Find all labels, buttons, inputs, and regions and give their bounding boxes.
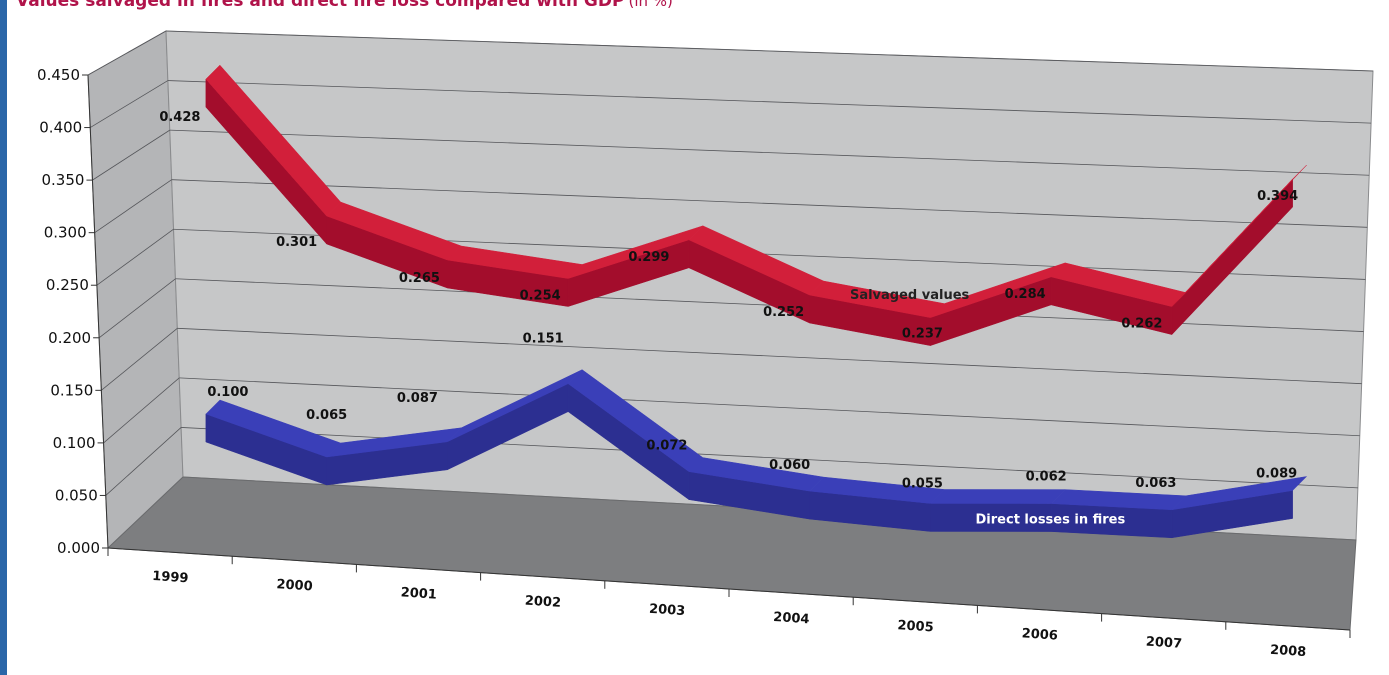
y-tick-label: 0.350 [41, 171, 84, 189]
y-tick-label: 0.000 [57, 539, 100, 557]
data-label: 0.394 [1257, 189, 1298, 204]
x-tick-label: 2003 [649, 602, 686, 619]
data-label: 0.262 [1121, 317, 1162, 332]
data-label: 0.299 [628, 250, 669, 265]
x-tick-label: 2000 [276, 577, 313, 594]
gridline-side [96, 228, 174, 286]
gridline-side [98, 278, 176, 339]
x-tick-label: 2002 [524, 594, 561, 611]
ribbon-top-edge [929, 489, 1066, 504]
gridline-back [169, 129, 1370, 176]
x-tick-label: 2001 [400, 585, 437, 602]
y-tick-label: 0.050 [55, 486, 98, 504]
x-axis: 1999 2000 2001 2002 2003 2004 2005 2006 2007 2008 [107, 547, 1351, 660]
ribbon-salvaged [205, 64, 1307, 346]
ribbons [205, 64, 1308, 539]
data-label: 0.100 [207, 385, 248, 400]
data-labels: 0.428 0.301 0.265 0.254 0.299 0.252 0.237 0.284… [159, 110, 1298, 527]
x-tick-label: 2008 [1270, 643, 1307, 660]
gridline-back [179, 377, 1360, 437]
gridline-side [103, 377, 180, 444]
data-label: 0.060 [769, 458, 810, 473]
data-label: 0.062 [1026, 470, 1067, 485]
gridline-side [92, 129, 170, 181]
series-label: Direct losses in fires [976, 512, 1126, 527]
y-axis: 0.000 0.050 0.100 0.150 0.200 0.250 0.300 0.350… [37, 66, 109, 557]
data-label: 0.055 [902, 476, 943, 491]
data-label: 0.087 [397, 391, 438, 406]
data-label: 0.301 [276, 235, 317, 250]
data-label: 0.237 [902, 327, 943, 342]
y-tick-label: 0.150 [50, 381, 93, 399]
data-label: 0.284 [1005, 287, 1046, 302]
data-label: 0.428 [159, 110, 200, 125]
y-tick-label: 0.400 [39, 119, 82, 137]
gridline-back [165, 30, 1374, 72]
gridline-back [181, 427, 1358, 489]
data-label: 0.089 [1256, 466, 1297, 481]
gridline-side [101, 328, 178, 391]
gridline-side [87, 30, 167, 76]
y-tick-label: 0.100 [53, 434, 96, 452]
chart-title: Values salvaged in fires and direct fire… [16, 0, 673, 11]
gridline-side [94, 179, 172, 233]
title-text: Values salvaged in fires and direct fire… [16, 0, 625, 11]
x-tick-label: 2004 [773, 610, 810, 627]
gridline-back [177, 327, 1362, 385]
ribbon-top-edge [1171, 164, 1307, 307]
y-tick-label: 0.300 [44, 224, 87, 242]
data-label: 0.254 [520, 289, 561, 304]
data-label: 0.265 [399, 271, 440, 286]
series-label: Salvaged values [850, 288, 970, 303]
data-label: 0.063 [1135, 476, 1176, 491]
x-tick-label: 2005 [897, 618, 934, 635]
x-tick-label: 2006 [1021, 626, 1058, 643]
ribbon-top-edge [1171, 476, 1308, 511]
gridline-back [171, 179, 1368, 228]
data-label: 0.151 [523, 332, 564, 347]
data-label: 0.065 [306, 408, 347, 423]
chart-walls [87, 30, 1374, 631]
y-tick-label: 0.250 [46, 276, 89, 294]
ribbon-direct [205, 369, 1308, 539]
y-axis-line [87, 74, 109, 549]
data-label: 0.252 [763, 305, 804, 320]
gridline-side [105, 427, 182, 496]
title-unit: (in %) [628, 0, 673, 10]
x-tick-label: 1999 [152, 569, 189, 586]
x-tick-label: 2007 [1145, 635, 1182, 652]
gridline-side [90, 80, 169, 128]
gridline-back [167, 80, 1372, 124]
data-label: 0.072 [646, 439, 687, 454]
y-tick-label: 0.200 [48, 329, 91, 347]
y-tick-label: 0.450 [37, 66, 80, 84]
left-accent-rule [0, 0, 7, 675]
